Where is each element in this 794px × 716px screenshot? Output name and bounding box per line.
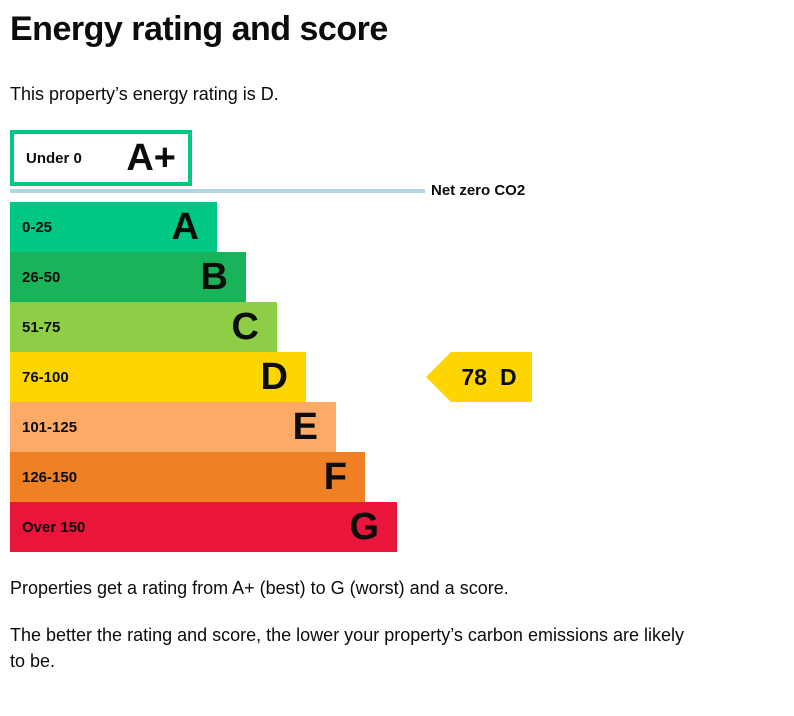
score-value: 78 <box>461 363 487 390</box>
band-letter: A <box>171 206 199 248</box>
score-marker: 78 D <box>426 352 532 402</box>
band-letter: F <box>323 456 347 498</box>
energy-rating-chart: Under 0 A+ Net zero CO2 0-25 A 26-50 B 5… <box>10 130 570 552</box>
rating-band-a-plus: Under 0 A+ <box>10 130 192 186</box>
rating-band-a: 0-25 A <box>10 202 217 252</box>
band-letter: G <box>349 506 379 548</box>
rating-bands: 0-25 A 26-50 B 51-75 C 76-100 D 101-125 … <box>10 202 397 552</box>
band-range-label: 76-100 <box>22 368 69 386</box>
rating-band-d: 76-100 D <box>10 352 306 402</box>
net-zero-label: Net zero CO2 <box>431 182 526 199</box>
band-letter: C <box>231 306 259 348</box>
band-range-label: 126-150 <box>22 468 78 486</box>
band-range-label: Over 150 <box>22 518 86 536</box>
rating-band-e: 101-125 E <box>10 402 336 452</box>
score-explainer-text: The better the rating and score, the low… <box>10 625 684 671</box>
page-title: Energy rating and score <box>10 10 388 48</box>
band-letter: A+ <box>126 137 176 179</box>
rating-band-c: 51-75 C <box>10 302 277 352</box>
band-range-label: 0-25 <box>22 218 53 236</box>
band-range-label: 101-125 <box>22 418 78 436</box>
band-letter: B <box>200 256 228 298</box>
score-rating-letter: D <box>499 363 517 390</box>
rating-band-f: 126-150 F <box>10 452 365 502</box>
rating-summary-text: This property’s energy rating is D. <box>10 84 279 104</box>
band-range-label: 26-50 <box>22 268 61 286</box>
rating-explainer-text: Properties get a rating from A+ (best) t… <box>10 578 509 598</box>
band-range-label: Under 0 <box>26 149 82 167</box>
net-zero-rule <box>10 189 425 193</box>
band-letter: E <box>292 406 318 448</box>
rating-band-g: Over 150 G <box>10 502 397 552</box>
band-range-label: 51-75 <box>22 318 61 336</box>
rating-band-b: 26-50 B <box>10 252 246 302</box>
band-letter: D <box>260 356 288 398</box>
